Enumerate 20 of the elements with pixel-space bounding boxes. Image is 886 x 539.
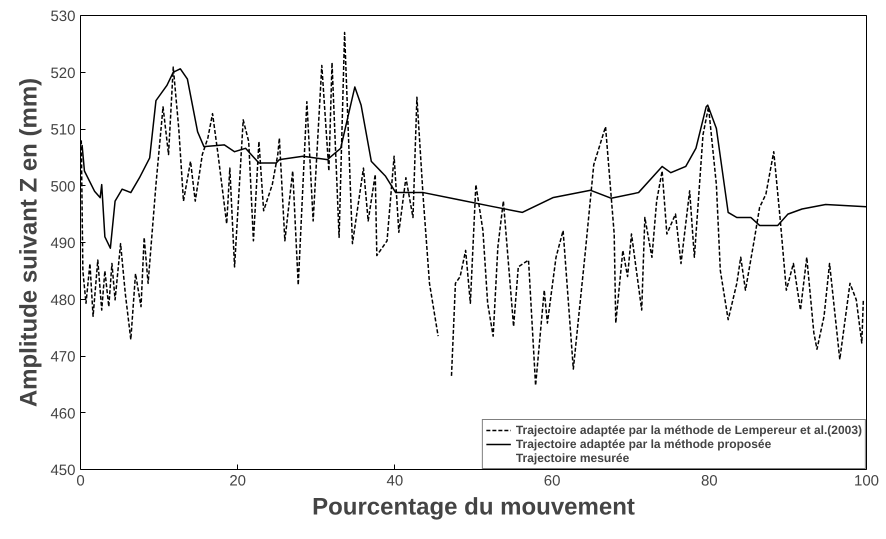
x-tick-label: 100 bbox=[854, 472, 880, 490]
y-tick-label: 450 bbox=[50, 462, 76, 479]
legend-label: Trajectoire adaptée par la méthode de Lempereur et al.(2003) bbox=[516, 423, 862, 437]
y-tick-label: 530 bbox=[50, 8, 76, 25]
y-tick-label: 520 bbox=[50, 64, 76, 82]
x-tick-label: 0 bbox=[76, 472, 85, 490]
x-tick-label: 20 bbox=[229, 472, 246, 490]
y-tick-label: 500 bbox=[50, 178, 76, 196]
x-tick-label: 40 bbox=[386, 472, 404, 490]
x-tick-label: 60 bbox=[544, 472, 560, 490]
x-axis-title: Pourcentage du mouvement bbox=[312, 494, 635, 520]
y-tick-label: 480 bbox=[50, 292, 76, 309]
x-tick-label: 80 bbox=[700, 472, 718, 490]
annotation: Trajectoire mesurée bbox=[516, 451, 630, 465]
legend-label: Trajectoire adaptée par la méthode proposée bbox=[516, 437, 772, 451]
y-tick-label: 510 bbox=[50, 122, 76, 138]
y-tick-label: 460 bbox=[50, 405, 76, 422]
y-tick-label: 470 bbox=[50, 348, 76, 366]
y-tick-label: 490 bbox=[50, 235, 76, 252]
y-axis-title: Amplitude suivant Z en (mm) bbox=[15, 78, 42, 408]
